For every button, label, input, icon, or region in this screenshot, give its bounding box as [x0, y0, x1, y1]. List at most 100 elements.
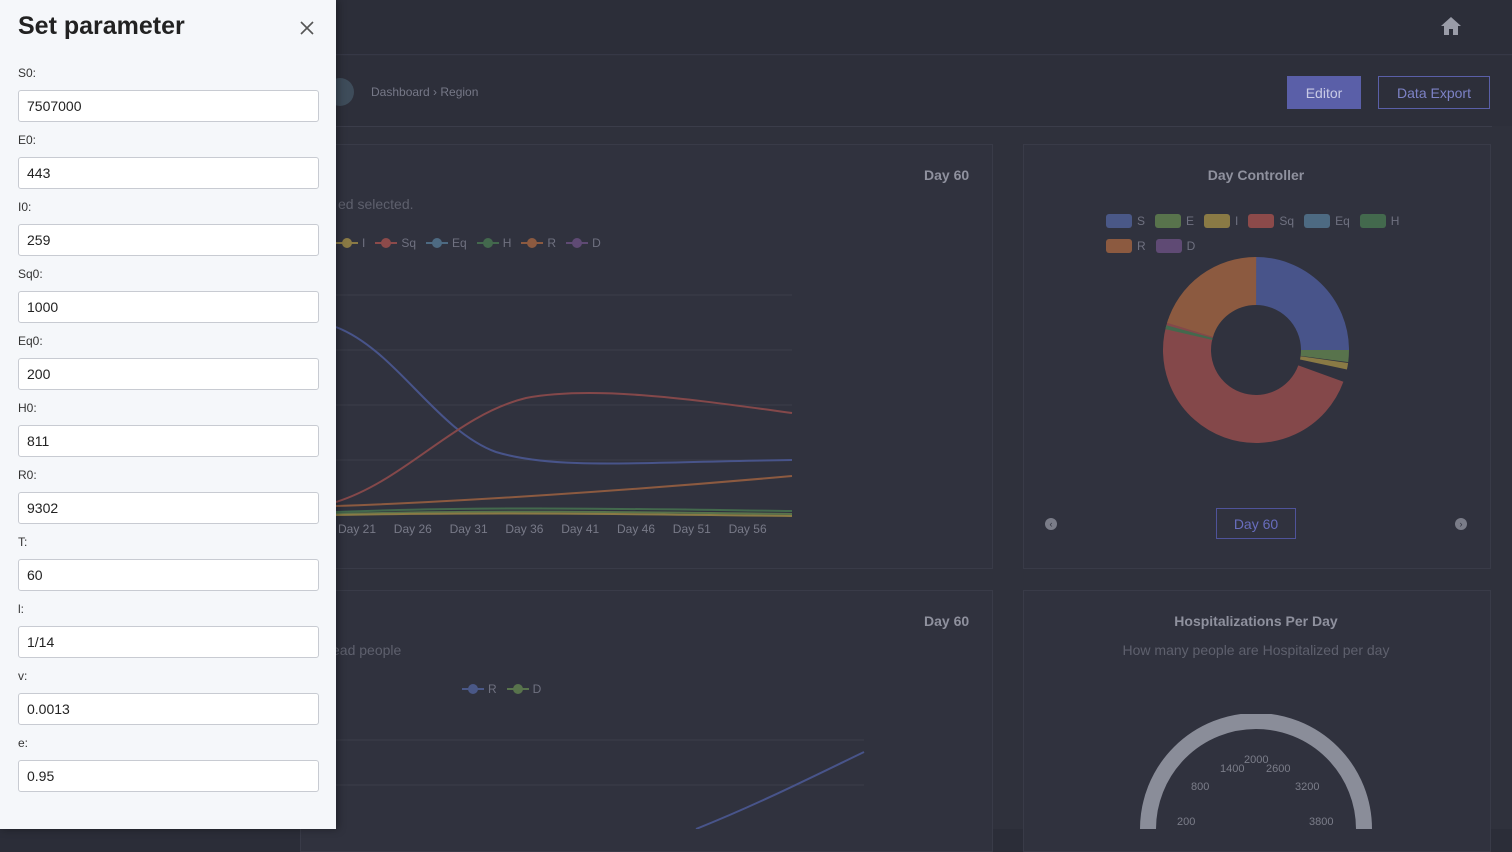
legend-item[interactable]: R	[1106, 239, 1146, 253]
donut-slice-r	[1163, 257, 1349, 443]
main-chart-card	[300, 144, 993, 569]
legend-item[interactable]: E	[1155, 214, 1194, 228]
divider	[336, 126, 1492, 127]
legend-label: I	[1235, 214, 1239, 228]
gauge-tick-label: 2000	[1244, 754, 1269, 766]
legend-label: Eq	[452, 236, 467, 250]
legend-item[interactable]: Sq	[1248, 214, 1294, 228]
legend-item[interactable]: S	[1106, 214, 1145, 228]
param-input-h0[interactable]	[18, 425, 319, 457]
gauge-tick-label: 1400	[1220, 763, 1245, 775]
field-label: Eq0:	[18, 334, 43, 348]
legend-item[interactable]: Eq	[1304, 214, 1350, 228]
day-controller-legend: S E I Sq Eq H	[1106, 214, 1409, 228]
legend-label: R	[488, 682, 497, 696]
param-input-i0[interactable]	[18, 224, 319, 256]
x-tick-label: Day 26	[393, 522, 432, 536]
x-tick-label: Day 46	[617, 522, 656, 536]
legend-item[interactable]: D	[506, 682, 542, 696]
param-input-v[interactable]	[18, 693, 319, 725]
field-label: v:	[18, 669, 28, 683]
param-input-e[interactable]	[18, 760, 319, 792]
gauge-chart	[1140, 714, 1372, 829]
series-s-line	[336, 326, 793, 465]
series-i-line	[336, 512, 793, 517]
field-label: S0:	[18, 66, 37, 80]
legend-item[interactable]: Eq	[426, 236, 467, 250]
param-input-eq0[interactable]	[18, 358, 319, 390]
legend-item[interactable]: I	[1204, 214, 1238, 228]
legend-item[interactable]: R	[462, 682, 497, 696]
dead-card-subtitle: ead people	[332, 642, 402, 658]
param-input-r0[interactable]	[18, 492, 319, 524]
legend-item[interactable]: D	[1155, 239, 1196, 253]
legend-label: H	[502, 236, 512, 250]
field-label: H0:	[18, 401, 37, 415]
legend-marker-icon	[521, 238, 544, 248]
series-r-line	[695, 751, 865, 829]
legend-marker-icon	[462, 684, 484, 694]
series-r-line	[336, 475, 793, 507]
param-input-t[interactable]	[18, 559, 319, 591]
dead-card-day-label: Day 60	[924, 613, 970, 629]
legend-label: E	[1186, 214, 1195, 228]
donut-chart	[1163, 257, 1349, 443]
legend-swatch-icon	[1359, 214, 1386, 228]
param-input-sq0[interactable]	[18, 291, 319, 323]
breadcrumb[interactable]: Dashboard › Region	[371, 85, 479, 99]
field-label: I0:	[18, 200, 32, 214]
legend-label: R	[547, 236, 557, 250]
legend-label: H	[1390, 214, 1400, 228]
legend-swatch-icon	[1304, 214, 1331, 228]
legend-marker-icon	[506, 684, 529, 694]
param-input-s0[interactable]	[18, 90, 319, 122]
legend-item[interactable]: H	[476, 236, 512, 250]
donut-slice-sq	[1163, 257, 1349, 443]
series-e-line	[336, 510, 793, 515]
data-export-button[interactable]: Data Export	[1378, 76, 1490, 109]
gauge-tick-label: 200	[1177, 816, 1196, 828]
day-selector-button[interactable]: Day 60	[1216, 508, 1296, 539]
x-tick-label: Day 21	[338, 522, 377, 536]
legend-item[interactable]: H	[1359, 214, 1400, 228]
legend-marker-icon	[336, 238, 358, 248]
home-icon[interactable]	[1440, 16, 1462, 36]
legend-label: R	[1137, 239, 1146, 253]
legend-label: D	[532, 682, 542, 696]
legend-item[interactable]: Sq	[375, 236, 416, 250]
param-input-e0[interactable]	[18, 157, 319, 189]
main-chart-subtitle: ed selected.	[338, 196, 414, 212]
hospitalizations-title: Hospitalizations Per Day	[1174, 613, 1338, 629]
x-tick-label: Day 51	[672, 522, 711, 536]
param-input-l[interactable]	[18, 626, 319, 658]
day-controller-title: Day Controller	[1207, 167, 1305, 183]
next-day-icon[interactable]: ›	[1455, 518, 1467, 530]
field-label: l:	[18, 602, 24, 616]
legend-marker-icon	[426, 238, 449, 248]
gauge-tick-label: 3200	[1295, 781, 1320, 793]
legend-marker-icon	[375, 238, 398, 248]
legend-label: Sq	[1279, 214, 1295, 228]
editor-button[interactable]: Editor	[1287, 76, 1361, 109]
legend-swatch-icon	[1204, 214, 1231, 228]
x-tick-label: Day 36	[505, 522, 544, 536]
legend-label: D	[1186, 239, 1196, 253]
set-parameter-drawer: Set parameter S0: E0: I0: Sq0: Eq0: H0: R0: T: l…	[0, 0, 336, 829]
legend-swatch-icon	[1155, 239, 1182, 253]
legend-item[interactable]: D	[566, 236, 601, 250]
legend-label: D	[592, 236, 601, 250]
legend-item[interactable]: I	[336, 236, 365, 250]
legend-marker-icon	[566, 238, 589, 248]
field-label: T:	[18, 535, 28, 549]
hospitalizations-subtitle: How many people are Hospitalized per day	[1122, 642, 1390, 658]
dead-people-card	[300, 590, 993, 852]
close-icon[interactable]	[300, 21, 314, 35]
series-sq-line	[336, 392, 793, 503]
x-tick-label: Day 41	[561, 522, 600, 536]
donut-slice-e	[1163, 257, 1349, 443]
drawer-title: Set parameter	[18, 12, 185, 40]
prev-day-icon[interactable]: ‹	[1045, 518, 1057, 530]
legend-item[interactable]: R	[521, 236, 556, 250]
